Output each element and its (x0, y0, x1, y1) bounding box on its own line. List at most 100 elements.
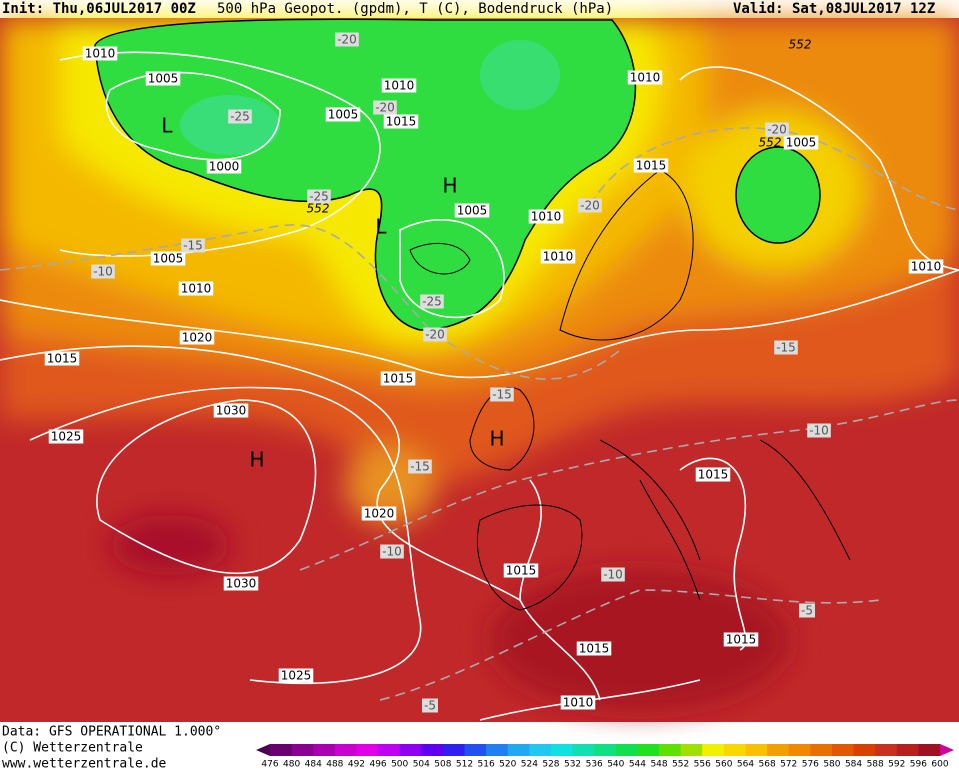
colorbar-swatch (464, 744, 487, 756)
isobar-label: 1005 (148, 72, 179, 86)
temperature-label: -20 (337, 33, 357, 47)
colorbar-label: 520 (499, 760, 516, 770)
colorbar-label: 540 (607, 760, 624, 770)
isobar-label-box (381, 78, 417, 93)
pressure-center: H (489, 427, 504, 451)
temperature-label: -10 (603, 568, 623, 582)
isobar-label-box (206, 159, 242, 174)
isobar-label: 1015 (383, 372, 414, 386)
temperature-label-box (420, 294, 444, 309)
isobar-label: 1015 (579, 642, 610, 656)
footer: Data: GFS OPERATIONAL 1.000°(C) Wetterze… (2, 725, 221, 772)
colorbar-swatch (615, 744, 638, 756)
isobar-label: 1015 (506, 564, 537, 578)
colorbar-swatch (810, 744, 833, 756)
colorbar-swatch (680, 744, 703, 756)
colorbar-label: 552 (672, 760, 689, 770)
isobar-label: 1015 (726, 633, 757, 647)
colorbar-swatch (702, 744, 725, 756)
isobar-label-box (213, 403, 249, 418)
isobar-label-box (150, 251, 186, 266)
pressure-center: H (249, 448, 264, 472)
isobar-label-box (278, 668, 314, 683)
isobar-label: 1005 (328, 108, 359, 122)
colorbar-arrow (256, 744, 270, 756)
isobar-label-box (380, 371, 416, 386)
colorbar-label: 576 (802, 760, 819, 770)
colorbar-swatch (594, 744, 617, 756)
colorbar-swatch (529, 744, 552, 756)
colorbar-label: 584 (845, 760, 862, 770)
isobar-label: 1000 (209, 160, 240, 174)
colorbar-label: 528 (542, 760, 559, 770)
isobar-label: 1015 (47, 352, 78, 366)
colorbar-label: 492 (348, 760, 365, 770)
colorbar: 476 480 484 488 492 496 500 504 508 512 516 520 524 5… (256, 744, 954, 770)
map-title: 500 hPa Geopot. (gpdm), T (C), Bodendruc… (217, 1, 613, 17)
colorbar-label: 588 (867, 760, 884, 770)
temperature-label: -25 (230, 110, 250, 124)
isobar-label-box (627, 70, 663, 85)
colorbar-swatch (378, 744, 401, 756)
isobar-label: 1010 (384, 79, 415, 93)
temperature-label-box (181, 238, 205, 253)
colorbar-label: 580 (823, 760, 840, 770)
temperature-label-box (91, 264, 115, 279)
temperature-label: -25 (422, 295, 442, 309)
colorbar-swatch (853, 744, 876, 756)
isobar-label: 1005 (153, 252, 184, 266)
temperature-label: -15 (183, 239, 203, 253)
geopotential-label: 552 (789, 38, 812, 52)
temperature-label: -20 (580, 199, 600, 213)
temperature-label: -10 (93, 265, 113, 279)
temperature-label-box (490, 387, 514, 402)
map (0, 18, 959, 722)
pressure-center: H (442, 174, 457, 198)
isobar-label-box (560, 695, 596, 710)
colorbar-swatch (831, 744, 855, 756)
isobar-label: 1010 (563, 696, 594, 710)
colorbar-swatch (572, 744, 595, 756)
colorbar-swatch (334, 744, 357, 756)
colorbar-swatch (291, 744, 314, 756)
colorbar-label: 476 (261, 760, 278, 770)
colorbar-swatch (442, 744, 466, 756)
colorbar-swatch (875, 744, 898, 756)
isobar-label-box (723, 632, 759, 647)
isobar-label-box (44, 351, 80, 366)
colorbar-label: 496 (369, 760, 386, 770)
colorbar-label: 512 (456, 760, 473, 770)
colorbar-swatch (723, 744, 746, 756)
isobar-label-box (908, 259, 944, 274)
colorbar-swatch (313, 744, 336, 756)
pressure-center: L (375, 215, 387, 239)
colorbar-label: 504 (413, 760, 430, 770)
colorbar-swatch (637, 744, 660, 756)
colorbar-label: 544 (629, 760, 646, 770)
isobar-label: 1005 (786, 136, 817, 150)
temperature-label: -5 (424, 699, 436, 713)
colorbar-label: 488 (326, 760, 343, 770)
geopotential-label: 552 (307, 202, 330, 216)
temperature-label-box (799, 603, 815, 618)
colorbar-swatch (550, 744, 574, 756)
footer-line: (C) Wetterzentrale (2, 741, 143, 756)
isobar-label-box (783, 135, 819, 150)
colorbar-label: 572 (780, 760, 797, 770)
temperature-label-box (380, 544, 404, 559)
colorbar-swatch (399, 744, 422, 756)
valid-time: Valid: Sat,08JUL2017 12Z (733, 1, 935, 17)
temperature-label-box (335, 32, 359, 47)
isobar-label: 1020 (364, 507, 395, 521)
colorbar-swatch (788, 744, 811, 756)
colorbar-swatch (421, 744, 444, 756)
colorbar-label: 524 (521, 760, 538, 770)
colorbar-label: 596 (910, 760, 927, 770)
temperature-label-box (408, 459, 432, 474)
temperature-label-box (774, 340, 798, 355)
isobar-label-box (145, 71, 181, 86)
temperature-label-box (601, 567, 625, 582)
colorbar-label: 600 (931, 760, 948, 770)
temperature-label-box (423, 327, 447, 342)
